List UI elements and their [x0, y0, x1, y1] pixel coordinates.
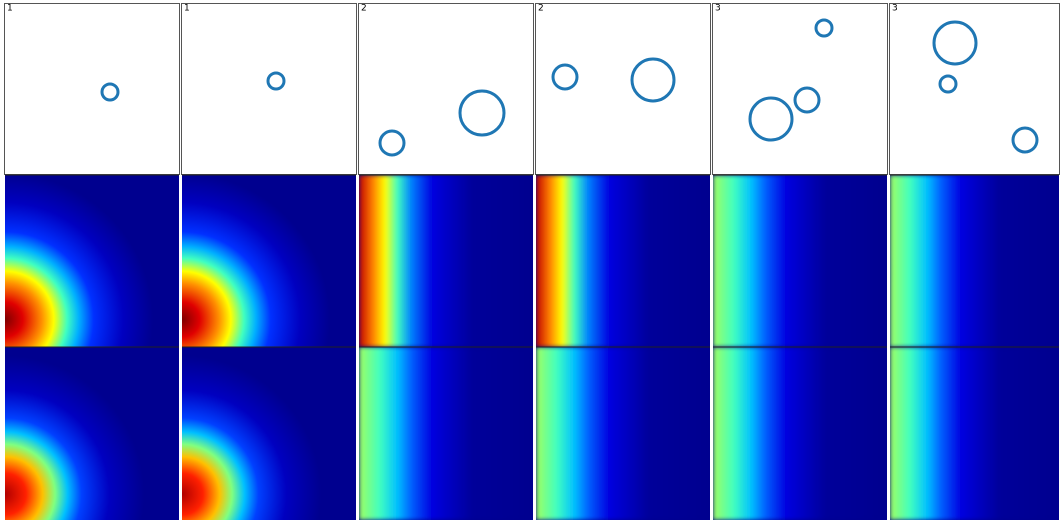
heatmap	[359, 174, 533, 347]
ring	[378, 129, 406, 157]
heatmap	[890, 346, 1059, 520]
ring	[551, 63, 579, 91]
heatmap-body	[713, 175, 887, 347]
heatmap-bulge	[359, 195, 407, 345]
panel-column: 3	[889, 3, 1060, 520]
panel-label: 2	[361, 4, 367, 14]
panel-column: 3	[712, 3, 888, 520]
shape-panel	[181, 3, 357, 175]
heatmap-body	[5, 347, 179, 520]
heatmap	[359, 346, 533, 520]
ring	[938, 74, 958, 94]
ring	[100, 82, 120, 102]
heatmap	[5, 346, 179, 520]
heatmap-top	[536, 175, 566, 210]
heatmap-body	[359, 347, 533, 520]
heatmap-body	[890, 347, 1059, 520]
panel-column: 2	[535, 3, 711, 520]
heatmap	[713, 346, 887, 520]
heatmap-body	[713, 347, 887, 520]
panel-label: 3	[715, 4, 721, 14]
panel-label: 3	[892, 4, 898, 14]
heatmap-body	[536, 347, 710, 520]
heatmap-body	[5, 175, 179, 347]
ring	[748, 96, 794, 142]
heatmap	[5, 174, 179, 347]
heatmap-top	[359, 175, 389, 210]
heatmap-body	[182, 175, 356, 347]
heatmap	[536, 174, 710, 347]
heatmap-bulge	[890, 195, 938, 345]
panel-label: 1	[7, 4, 13, 14]
heatmap-bulge	[713, 387, 761, 520]
heatmap-bulge	[536, 195, 584, 345]
panel-label: 1	[184, 4, 190, 14]
panel-label: 2	[538, 4, 544, 14]
heatmap-blob	[182, 175, 356, 347]
heatmap-bulge	[536, 387, 584, 520]
ring	[793, 86, 821, 114]
heatmap-blob	[5, 175, 179, 347]
heatmap-body	[890, 175, 1059, 347]
ring	[458, 89, 506, 137]
ring	[1011, 126, 1039, 154]
ring	[266, 71, 286, 91]
panel-column: 1	[181, 3, 357, 520]
shape-panel	[4, 3, 180, 175]
heatmap-body	[536, 175, 710, 347]
panel-column: 2	[358, 3, 534, 520]
heatmap	[536, 346, 710, 520]
ring	[814, 18, 834, 38]
heatmap-blob	[5, 347, 179, 520]
heatmap-bulge	[890, 387, 938, 520]
heatmap-blob	[182, 347, 356, 520]
heatmap	[182, 346, 356, 520]
shape-panel	[358, 3, 534, 175]
heatmap	[890, 174, 1059, 347]
heatmap-body	[359, 175, 533, 347]
heatmap-bulge	[713, 195, 761, 345]
heatmap-bulge	[359, 387, 407, 520]
ring	[932, 20, 978, 66]
heatmap	[182, 174, 356, 347]
heatmap-body	[182, 347, 356, 520]
panel-column: 1	[4, 3, 180, 520]
heatmap	[713, 174, 887, 347]
ring	[630, 57, 676, 103]
